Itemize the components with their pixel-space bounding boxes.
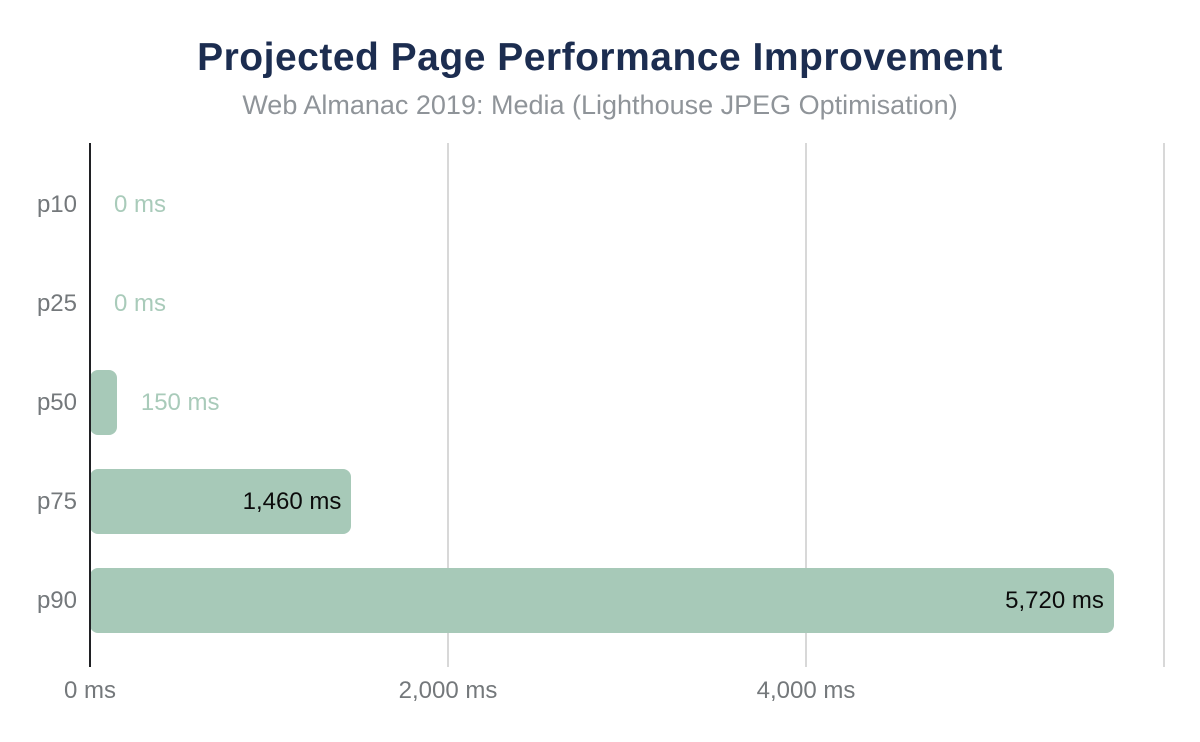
plot-area: p10 0 ms p25 0 ms p50 150 ms p75 1,460 ms p90 5,7… <box>37 143 1165 704</box>
y-axis-label: p50 <box>36 389 77 416</box>
bar-value-label: 5,720 ms <box>1005 587 1104 614</box>
x-axis: 0 ms 2,000 ms 4,000 ms <box>64 677 1164 707</box>
bar-p90: 5,720 ms <box>90 568 1114 633</box>
bar-bands: p10 0 ms p25 0 ms p50 150 ms p75 1,460 ms p90 5,7… <box>37 155 1164 650</box>
x-tick-label: 4,000 ms <box>756 677 856 704</box>
gridline-4000 <box>805 143 807 667</box>
bar-row: p10 0 ms <box>37 155 1164 254</box>
x-tick-label: 0 ms <box>63 677 117 704</box>
x-tick-label: 2,000 ms <box>398 677 498 704</box>
chart-subtitle: Web Almanac 2019: Media (Lighthouse JPEG… <box>242 90 958 120</box>
y-axis-label: p90 <box>36 587 77 614</box>
bar-row: p75 1,460 ms <box>37 452 1164 551</box>
bar-value-label: 0 ms <box>114 191 167 218</box>
bar-value-label: 0 ms <box>114 290 167 317</box>
gridline-2000 <box>447 143 449 667</box>
bar-value-label: 1,460 ms <box>242 488 342 515</box>
bar-p50 <box>90 370 117 435</box>
gridline-6000 <box>1163 143 1165 667</box>
y-axis-label: p25 <box>36 290 77 317</box>
bar-row: p25 0 ms <box>37 254 1164 353</box>
chart-title: Projected Page Performance Improvement <box>197 36 1003 79</box>
bar-p75: 1,460 ms <box>90 469 352 534</box>
bar-row: p90 5,720 ms <box>37 551 1164 650</box>
bar-value-label: 150 ms <box>140 389 220 416</box>
y-axis-label: p10 <box>36 191 77 218</box>
bar-row: p50 150 ms <box>37 353 1164 452</box>
y-axis-label: p75 <box>36 488 77 515</box>
y-axis-line <box>89 143 91 667</box>
